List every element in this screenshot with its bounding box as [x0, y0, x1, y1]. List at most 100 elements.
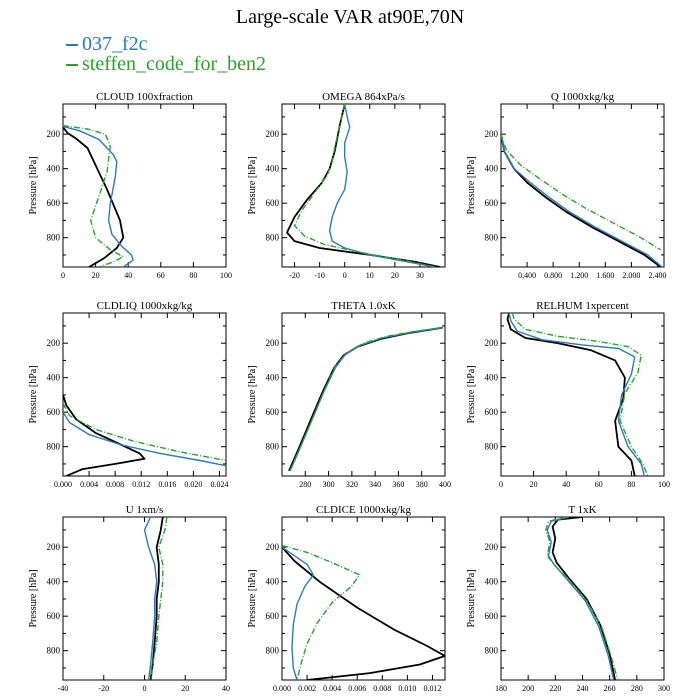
panel-title: T 1xK	[568, 504, 596, 516]
plot-frame	[281, 312, 446, 477]
y-tick-label: 600	[47, 198, 61, 208]
x-tick-label: 0	[143, 684, 147, 693]
series-line-black	[551, 517, 616, 680]
panel-title: THETA 1.0xK	[331, 300, 396, 312]
series-line-black	[286, 104, 441, 267]
series-line-green	[501, 133, 662, 251]
y-tick-label: 800	[485, 646, 499, 656]
y-tick-label: 600	[485, 198, 499, 208]
series-line-blue	[63, 125, 134, 267]
y-tick-label: 800	[485, 442, 499, 452]
panel-2: Q 1000xkg/kg Pressure [hPa] 200 400 600 800 0.…	[466, 91, 666, 280]
y-tick-label: 400	[485, 577, 499, 587]
plot-frame	[62, 312, 227, 477]
x-tick-label: 0.016	[158, 480, 176, 489]
x-tick-label: 2.000	[622, 271, 640, 280]
panel-7: CLDICE 1000xkg/kg Pressure [hPa] 200 400 600…	[247, 504, 446, 693]
panel-4: THETA 1.0xK Pressure [hPa] 200 400 600 800 280…	[247, 300, 451, 489]
x-tick-label: 1.200	[570, 271, 588, 280]
series-line-green	[63, 403, 226, 462]
x-tick-label: 0.002	[298, 684, 316, 693]
x-tick-label: 40	[124, 271, 132, 280]
x-tick-label: 300	[323, 480, 335, 489]
legend-label-green: steffen_code_for_ben2	[82, 53, 267, 75]
y-tick-label: 600	[485, 611, 499, 621]
legend-swatch-blue	[66, 44, 78, 47]
legend-entry-green: steffen_code_for_ben2	[66, 54, 266, 74]
plot-frame	[281, 103, 446, 268]
x-tick-label: 20	[530, 480, 538, 489]
y-tick-label: 600	[485, 407, 499, 417]
plot-frame	[62, 516, 227, 681]
series-line-green	[511, 313, 649, 476]
x-tick-label: 80	[189, 271, 197, 280]
y-tick-label: 800	[47, 233, 61, 243]
y-axis-label: Pressure [hPa]	[28, 365, 39, 423]
series-line-black	[288, 326, 443, 472]
plot-frame	[281, 516, 446, 681]
y-tick-label: 400	[266, 164, 280, 174]
series-line-black	[282, 546, 445, 680]
x-tick-label: 0	[343, 271, 347, 280]
series-line-black	[63, 394, 146, 476]
y-tick-label: 600	[266, 407, 280, 417]
y-axis-label: Pressure [hPa]	[466, 156, 477, 214]
x-tick-label: 0.008	[106, 480, 124, 489]
series-line-green	[149, 517, 168, 680]
x-tick-label: 0.010	[398, 684, 416, 693]
y-axis-label: Pressure [hPa]	[247, 365, 258, 423]
y-tick-label: 800	[47, 442, 61, 452]
x-tick-label: 40	[222, 684, 230, 693]
legend-entry-blue: 037_f2c	[66, 34, 266, 54]
series-line-green	[289, 327, 443, 472]
series-line-blue	[501, 134, 663, 267]
series-line-green	[63, 124, 124, 267]
y-tick-label: 400	[47, 164, 61, 174]
series-line-black	[63, 126, 125, 267]
y-tick-label: 200	[485, 542, 499, 552]
x-tick-label: 100	[658, 480, 670, 489]
series-line-blue	[143, 517, 158, 680]
y-tick-label: 800	[485, 233, 499, 243]
series-line-blue	[328, 104, 436, 267]
x-tick-label: 240	[577, 684, 589, 693]
y-axis-label: Pressure [hPa]	[247, 569, 258, 627]
x-tick-label: 200	[522, 684, 534, 693]
y-tick-label: 800	[266, 646, 280, 656]
y-tick-label: 200	[266, 338, 280, 348]
x-tick-label: 0.004	[323, 684, 341, 693]
x-tick-label: 0.020	[184, 480, 202, 489]
y-tick-label: 200	[485, 129, 499, 139]
x-tick-label: 10	[366, 271, 374, 280]
series-line-blue	[289, 327, 443, 472]
y-tick-label: 400	[266, 577, 280, 587]
x-tick-label: 20	[92, 271, 100, 280]
y-tick-label: 400	[485, 373, 499, 383]
y-tick-label: 800	[266, 442, 280, 452]
y-tick-label: 600	[266, 198, 280, 208]
y-tick-label: 400	[266, 373, 280, 383]
y-axis-label: Pressure [hPa]	[466, 365, 477, 423]
plot-frame	[500, 103, 665, 268]
panel-title: CLOUD 100xfraction	[96, 91, 193, 103]
panel-title: CLDICE 1000xkg/kg	[316, 504, 412, 516]
x-tick-label: -20	[289, 271, 300, 280]
panel-6: U 1xm/s Pressure [hPa] 200 400 600 800 -40 -20 0…	[28, 504, 230, 693]
series-line-blue	[282, 546, 314, 680]
x-tick-label: 100	[220, 271, 232, 280]
legend-label-blue: 037_f2c	[82, 33, 148, 55]
series-line-black	[506, 313, 636, 476]
x-tick-label: -10	[314, 271, 325, 280]
y-tick-label: 200	[485, 338, 499, 348]
x-tick-label: 0.012	[423, 684, 441, 693]
y-tick-label: 800	[47, 646, 61, 656]
y-tick-label: 400	[47, 373, 61, 383]
series-line-blue	[546, 517, 615, 680]
x-tick-label: 1.600	[596, 271, 614, 280]
x-tick-label: 400	[439, 480, 451, 489]
series-line-black	[501, 134, 662, 267]
x-tick-label: 60	[157, 271, 165, 280]
y-axis-label: Pressure [hPa]	[28, 156, 39, 214]
